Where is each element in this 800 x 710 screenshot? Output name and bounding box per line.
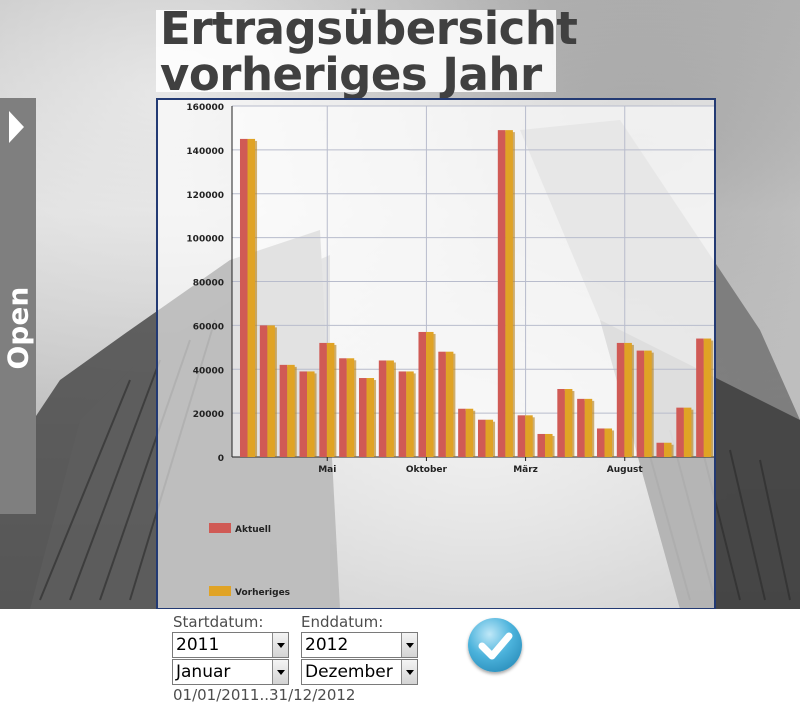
y-tick-label: 40000 [193,366,224,376]
bar-aktuell [438,351,446,457]
bar-vorheriges [267,325,275,457]
end-year-select[interactable]: 2012 [301,632,418,658]
bar-aktuell [537,433,546,457]
legend-label-vorheriges: Vorheriges [235,588,290,598]
bar-aktuell [398,371,407,457]
x-tick-label: Oktober [406,465,448,475]
bar-vorheriges [525,415,533,457]
bar-aktuell [477,419,486,457]
chevron-down-icon[interactable] [272,660,288,684]
page-title-line-1: Ertragsübersicht [160,2,578,55]
bar-aktuell [596,428,605,457]
page-title: Ertragsübersicht vorheriges Jahr [160,2,578,101]
chart-canvas: 0 20000 40000 60000 80000 100000 120000 140000 1… [186,103,714,598]
bar-aktuell [239,138,248,457]
date-range-display: 01/01/2011..31/12/2012 [173,686,356,704]
start-date-label: Startdatum: [173,613,264,631]
bar-vorheriges [485,419,494,457]
open-panel-label: Open [1,286,35,370]
end-date-label: Enddatum: [301,613,384,631]
y-tick-label: 100000 [186,235,224,245]
bar-vorheriges [584,398,593,457]
end-month-select[interactable]: Dezember [301,659,418,685]
bar-vorheriges [683,407,692,457]
bar-vorheriges [346,358,355,457]
bar-vorheriges [386,360,394,457]
bar-vorheriges [287,364,295,457]
bar-vorheriges [445,351,454,457]
bar-vorheriges [604,428,613,457]
bar-vorheriges [326,342,335,457]
bar-vorheriges [564,388,573,457]
title-backdrop [156,10,556,92]
checkmark-icon [478,632,513,660]
bar-vorheriges [703,338,712,457]
chevron-down-icon[interactable] [401,660,417,684]
x-tick-label: Mai [318,465,336,475]
open-side-panel-button[interactable]: Open [0,98,36,514]
y-tick-label: 80000 [193,279,224,289]
bar-aktuell [517,415,526,457]
legend-label-aktuell: Aktuell [235,525,271,535]
bar-aktuell [696,338,704,457]
bar-aktuell [656,442,665,457]
bar-aktuell [418,331,427,457]
legend-swatch-vorheriges [209,586,231,596]
bar-aktuell [378,360,387,457]
start-year-value: 2011 [176,635,220,655]
y-tick-label: 160000 [186,103,224,113]
bar-aktuell [616,342,625,457]
revenue-chart: 0 20000 40000 60000 80000 100000 120000 140000 1… [156,98,716,610]
y-tick-label: 0 [218,454,224,464]
start-month-select[interactable]: Januar [172,659,289,685]
bar-vorheriges [247,138,256,457]
x-tick-label: März [513,465,538,475]
x-tick-label: August [607,465,644,475]
start-year-select[interactable]: 2011 [172,632,289,658]
bar-vorheriges [664,442,672,457]
bar-vorheriges [545,433,553,457]
bar-vorheriges [426,331,434,457]
bar-vorheriges [307,371,315,457]
end-year-value: 2012 [305,635,349,655]
bar-aktuell [676,407,684,457]
bar-vorheriges [505,130,513,457]
bar-aktuell [557,388,565,457]
bar-aktuell [279,364,288,457]
y-tick-label: 60000 [193,322,224,332]
chevron-down-icon[interactable] [401,633,417,657]
page-title-line-2: vorheriges Jahr [160,48,542,101]
bar-vorheriges [644,350,652,457]
end-month-value: Dezember [305,662,393,682]
bar-aktuell [497,130,506,457]
legend-swatch-aktuell [209,523,231,533]
bar-aktuell [299,371,308,457]
bar-aktuell [358,378,367,457]
bar-vorheriges [465,408,474,457]
bar-aktuell [577,398,585,457]
bar-aktuell [636,350,645,457]
y-tick-label: 20000 [193,410,224,420]
submit-button[interactable] [468,618,522,672]
bar-vorheriges [624,342,632,457]
chevron-right-icon [9,111,24,143]
bar-aktuell [319,342,327,457]
y-tick-label: 120000 [186,191,224,201]
chevron-down-icon[interactable] [272,633,288,657]
bar-vorheriges [366,378,375,457]
bar-aktuell [339,358,347,457]
bar-vorheriges [406,371,414,457]
bar-aktuell [458,408,466,457]
start-month-value: Januar [176,662,231,682]
bar-aktuell [259,325,268,457]
y-tick-label: 140000 [186,147,224,157]
